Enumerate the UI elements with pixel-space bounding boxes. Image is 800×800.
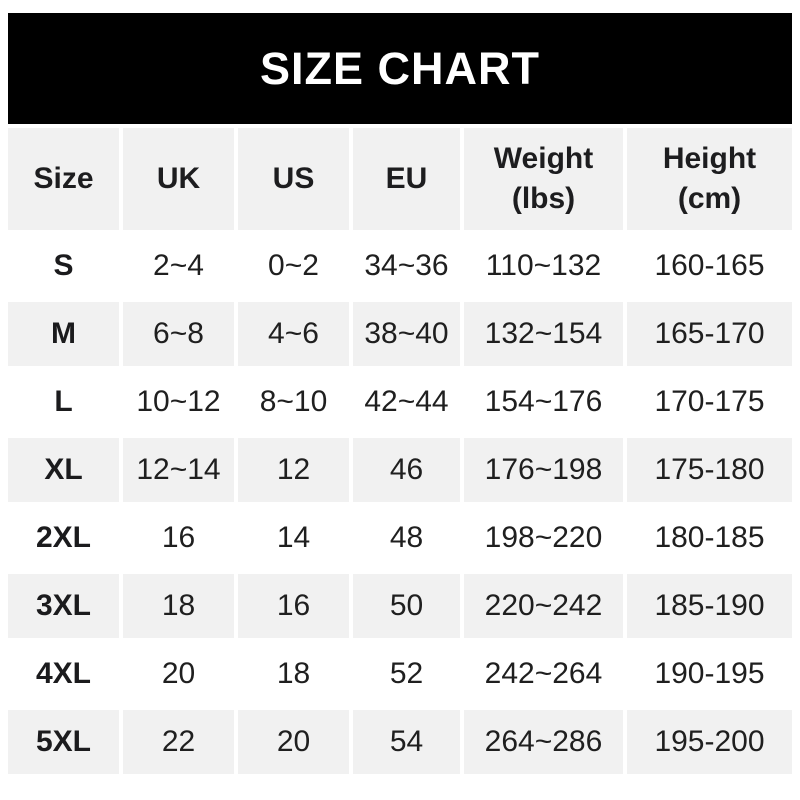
- cell-eu: 48: [353, 506, 460, 570]
- cell-height-cm: 195-200: [627, 710, 792, 774]
- size-table-body: S 2~4 0~2 34~36 110~132 160-165 M 6~8 4~6 38~40 13…: [8, 234, 792, 774]
- cell-height-cm: 190-195: [627, 642, 792, 706]
- cell-eu: 54: [353, 710, 460, 774]
- cell-weight-lbs: 220~242: [464, 574, 623, 638]
- cell-height-cm: 175-180: [627, 438, 792, 502]
- cell-us: 0~2: [238, 234, 349, 298]
- cell-weight-lbs: 198~220: [464, 506, 623, 570]
- table-row-s: S 2~4 0~2 34~36 110~132 160-165: [8, 234, 792, 298]
- cell-eu: 38~40: [353, 302, 460, 366]
- cell-uk: 16: [123, 506, 234, 570]
- cell-weight-lbs: 132~154: [464, 302, 623, 366]
- cell-weight-lbs: 242~264: [464, 642, 623, 706]
- cell-eu: 34~36: [353, 234, 460, 298]
- column-header-size: Size: [8, 128, 119, 230]
- cell-size: XL: [8, 438, 119, 502]
- cell-us: 16: [238, 574, 349, 638]
- size-table-head: Size UK US EU Weight (lbs) Height (cm): [8, 128, 792, 230]
- cell-size: S: [8, 234, 119, 298]
- cell-size: L: [8, 370, 119, 434]
- cell-height-cm: 170-175: [627, 370, 792, 434]
- cell-size: 4XL: [8, 642, 119, 706]
- cell-us: 14: [238, 506, 349, 570]
- cell-size: M: [8, 302, 119, 366]
- banner-title: SIZE CHART: [260, 43, 540, 94]
- table-row-5xl: 5XL 22 20 54 264~286 195-200: [8, 710, 792, 774]
- column-header-label: Size: [33, 162, 94, 195]
- cell-uk: 20: [123, 642, 234, 706]
- cell-us: 8~10: [238, 370, 349, 434]
- cell-us: 12: [238, 438, 349, 502]
- column-header-us: US: [238, 128, 349, 230]
- column-header-label: EU: [385, 162, 428, 195]
- cell-weight-lbs: 154~176: [464, 370, 623, 434]
- column-header-uk: UK: [123, 128, 234, 230]
- cell-us: 20: [238, 710, 349, 774]
- table-header-row: Size UK US EU Weight (lbs) Height (cm): [8, 128, 792, 230]
- cell-uk: 2~4: [123, 234, 234, 298]
- cell-uk: 18: [123, 574, 234, 638]
- table-row-2xl: 2XL 16 14 48 198~220 180-185: [8, 506, 792, 570]
- cell-size: 3XL: [8, 574, 119, 638]
- table-row-3xl: 3XL 18 16 50 220~242 185-190: [8, 574, 792, 638]
- column-header-unit: (cm): [677, 182, 742, 215]
- cell-size: 5XL: [8, 710, 119, 774]
- size-table: Size UK US EU Weight (lbs) Height (cm) S 2~4 0~2 3…: [4, 124, 796, 778]
- cell-us: 18: [238, 642, 349, 706]
- cell-weight-lbs: 110~132: [464, 234, 623, 298]
- size-chart-banner: SIZE CHART: [8, 13, 792, 124]
- cell-uk: 6~8: [123, 302, 234, 366]
- cell-uk: 12~14: [123, 438, 234, 502]
- column-header-unit: (lbs): [511, 182, 576, 215]
- cell-size: 2XL: [8, 506, 119, 570]
- cell-height-cm: 165-170: [627, 302, 792, 366]
- cell-weight-lbs: 264~286: [464, 710, 623, 774]
- column-header-label: UK: [156, 162, 201, 195]
- table-row-l: L 10~12 8~10 42~44 154~176 170-175: [8, 370, 792, 434]
- cell-eu: 42~44: [353, 370, 460, 434]
- table-row-m: M 6~8 4~6 38~40 132~154 165-170: [8, 302, 792, 366]
- cell-eu: 52: [353, 642, 460, 706]
- cell-height-cm: 160-165: [627, 234, 792, 298]
- column-header-weight-lbs: Weight (lbs): [464, 128, 623, 230]
- column-header-label: Weight: [493, 142, 594, 175]
- column-header-height-cm: Height (cm): [627, 128, 792, 230]
- cell-us: 4~6: [238, 302, 349, 366]
- cell-height-cm: 180-185: [627, 506, 792, 570]
- cell-height-cm: 185-190: [627, 574, 792, 638]
- cell-uk: 22: [123, 710, 234, 774]
- cell-eu: 46: [353, 438, 460, 502]
- table-row-4xl: 4XL 20 18 52 242~264 190-195: [8, 642, 792, 706]
- cell-uk: 10~12: [123, 370, 234, 434]
- column-header-label: Height: [662, 142, 757, 175]
- column-header-eu: EU: [353, 128, 460, 230]
- cell-eu: 50: [353, 574, 460, 638]
- cell-weight-lbs: 176~198: [464, 438, 623, 502]
- column-header-label: US: [272, 162, 315, 195]
- table-row-xl: XL 12~14 12 46 176~198 175-180: [8, 438, 792, 502]
